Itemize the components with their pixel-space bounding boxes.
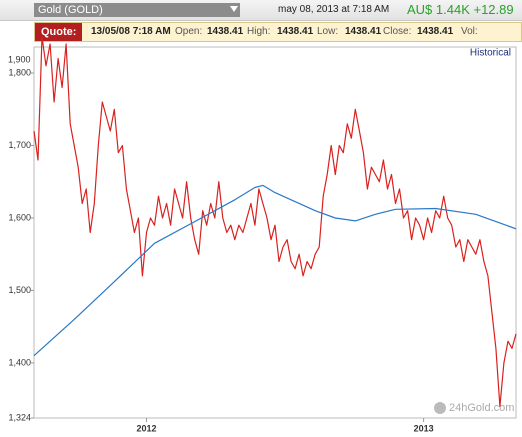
quote-key: Low:	[317, 26, 339, 37]
quote-key: Close:	[383, 26, 412, 37]
price: AU$ 1.44K +12.89	[407, 2, 514, 17]
x-tick-label: 2013	[414, 423, 434, 433]
price-line	[33, 36, 517, 407]
quote-value: 1438.41	[277, 26, 314, 37]
watermark-icon	[434, 402, 446, 414]
y-tick-label: 1,800	[8, 67, 31, 77]
watermark: 24hGold.com	[449, 402, 514, 414]
quote-key: High:	[247, 26, 271, 37]
date: may 08, 2013 at 7:18 AM	[278, 4, 390, 15]
quote-time: 13/05/08 7:18 AM	[91, 26, 171, 37]
quote-key: Vol:	[461, 26, 478, 37]
plot-frame	[33, 46, 517, 419]
y-tick-label: 1,324	[8, 412, 31, 422]
quote-value: 1438.41	[345, 26, 382, 37]
quote-label: Quote:	[35, 23, 83, 41]
price-line	[33, 184, 517, 357]
symbol: Gold (GOLD)	[38, 4, 103, 16]
quote-bar: Quote: 13/05/08 7:18 AM Open: 1438.41 High…	[34, 22, 522, 42]
y-tick-label: 1,600	[8, 212, 31, 222]
quote-value: 1438.41	[417, 26, 454, 37]
y-tick-label: 1,400	[8, 357, 31, 367]
top-bar: Gold (GOLD) may 08, 2013 at 7:18 AM AU$ …	[0, 0, 522, 21]
historical-link[interactable]: Historical	[470, 48, 511, 59]
y-tick-label: 1,700	[8, 140, 31, 150]
quote-key: Open:	[175, 26, 203, 37]
y-tick-label: 1,500	[8, 285, 31, 295]
symbol-select[interactable]: Gold (GOLD)	[34, 3, 240, 17]
y-top-label: 1,900	[8, 54, 31, 64]
quote-value: 1438.41	[207, 26, 244, 37]
dropdown-arrow	[230, 6, 238, 12]
x-tick-label: 2012	[136, 423, 156, 433]
